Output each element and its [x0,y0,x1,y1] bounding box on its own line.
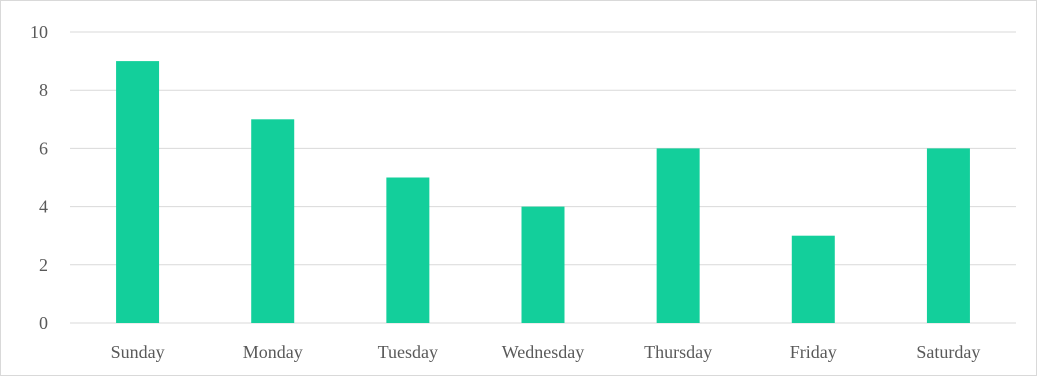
x-category-label: Thursday [644,342,712,362]
bar-monday [251,119,295,323]
x-category-label: Saturday [916,342,980,362]
y-tick-label: 2 [39,255,48,275]
bar-friday [791,235,835,323]
bar-saturday [926,148,970,323]
x-category-label: Monday [243,342,303,362]
x-category-label: Friday [790,342,837,362]
bar-tuesday [386,177,430,323]
y-tick-label: 4 [39,197,48,217]
x-category-label: Tuesday [378,342,438,362]
y-tick-label: 10 [30,22,48,42]
x-category-label: Sunday [111,342,165,362]
y-tick-label: 0 [39,313,48,333]
bar-sunday [116,61,160,323]
bars [116,61,970,323]
bar-wednesday [521,206,565,323]
bar-thursday [656,148,700,323]
y-tick-label: 8 [39,80,48,100]
y-axis-tick-labels: 0 2 4 6 8 10 [30,22,48,333]
y-tick-label: 6 [39,138,48,158]
x-category-label: Wednesday [502,342,585,362]
x-axis-category-labels: Sunday Monday Tuesday Wednesday Thursday Frid… [111,342,981,362]
